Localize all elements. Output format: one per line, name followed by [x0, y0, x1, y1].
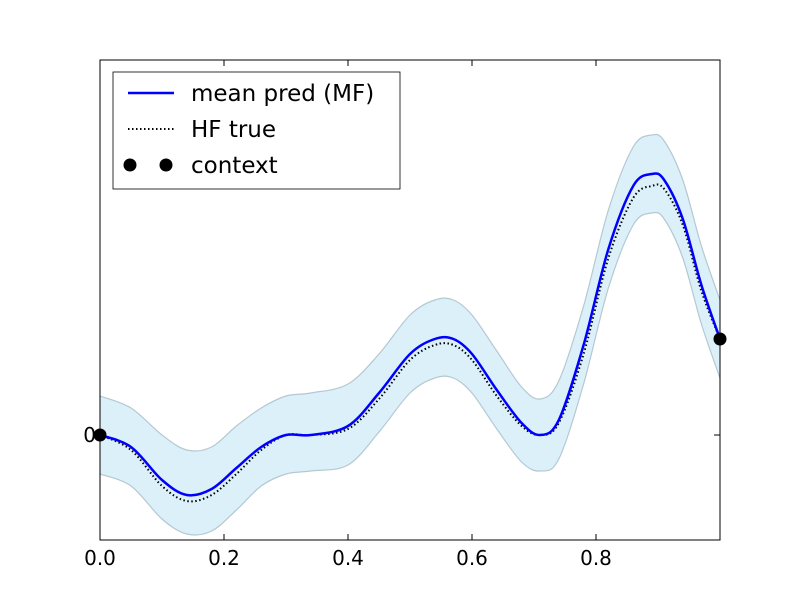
axes-frame	[99, 59, 721, 541]
mean-pred-line	[100, 172, 720, 497]
context-point	[93, 428, 107, 442]
uncertainty-band	[100, 134, 720, 536]
legend-label: mean pred (MF)	[191, 81, 374, 107]
x-tick-label: 0.0	[84, 546, 116, 570]
legend-swatch-context-marker	[123, 158, 137, 172]
x-tick-label: 0.4	[332, 546, 364, 570]
legend-label: context	[191, 153, 278, 179]
x-tick-label: 0.6	[456, 546, 488, 570]
band-lower-edge	[100, 211, 720, 536]
legend-label: HF true	[191, 117, 276, 143]
legend-box	[112, 71, 401, 190]
x-tick-label: 0.2	[208, 546, 240, 570]
x-tick-label: 0.8	[580, 546, 612, 570]
legend-swatch-context-marker	[159, 158, 173, 172]
plot-content	[100, 133, 720, 536]
context-points	[93, 332, 727, 442]
band-upper-edge	[100, 133, 720, 452]
context-point	[713, 332, 727, 346]
axis-ticks: 0.0 0.2 0.4 0.6 0.8 0	[83, 60, 720, 570]
legend: mean pred (MF) HF true context	[112, 71, 401, 190]
y-tick-label: 0	[83, 423, 96, 447]
